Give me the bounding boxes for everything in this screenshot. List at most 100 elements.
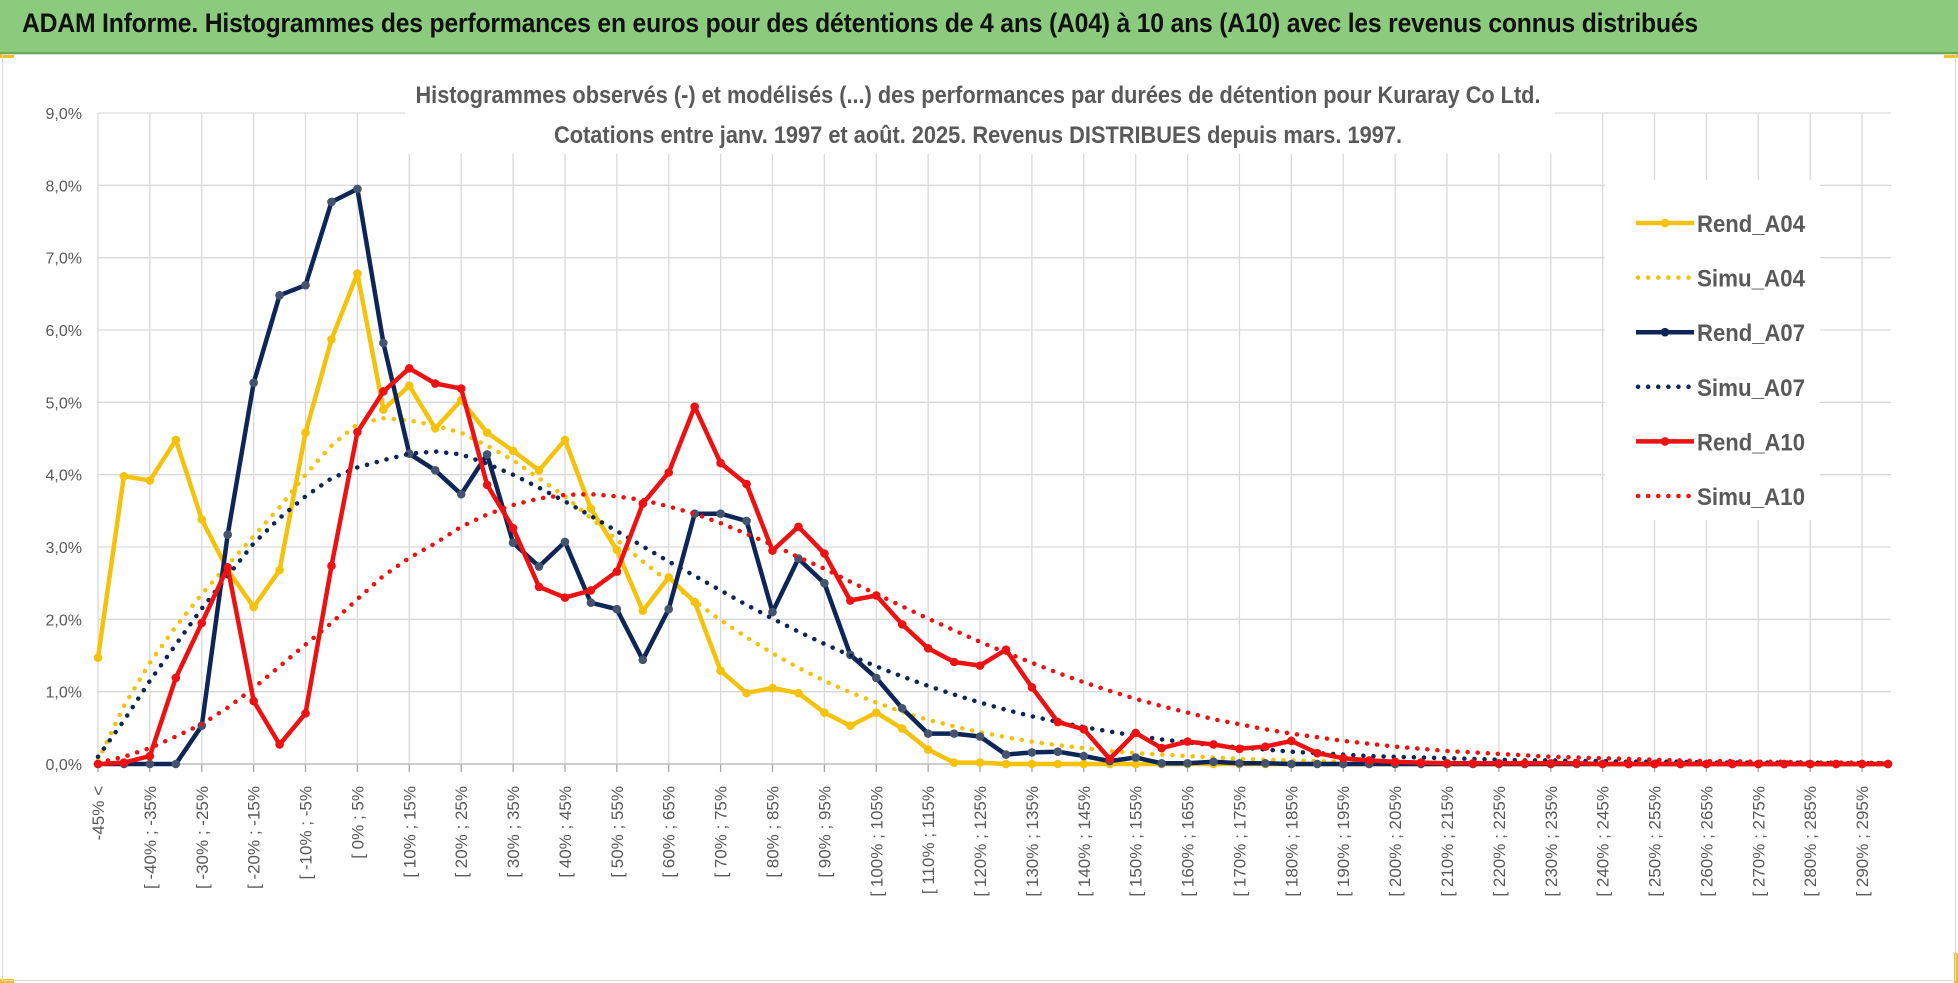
legend-item-Simu_A10: Simu_A10 <box>1635 484 1805 511</box>
data-point <box>742 688 751 698</box>
series-line <box>97 366 1888 767</box>
data-point <box>664 468 674 477</box>
x-tick-label: [ 280% ; 285% <box>1801 786 1820 897</box>
series-line <box>95 449 1891 766</box>
y-tick-label: 6,0% <box>46 323 82 340</box>
x-tick-label: [ 270% ; 275% <box>1749 786 1768 897</box>
x-tick-label: [ 30% ; 35% <box>504 786 523 878</box>
data-point <box>1312 748 1322 758</box>
data-point <box>897 620 907 629</box>
data-point <box>1079 724 1089 734</box>
data-point <box>846 596 855 605</box>
data-point <box>508 523 518 533</box>
data-point <box>1261 742 1270 751</box>
x-tick-label: [ 10% ; 15% <box>400 786 419 878</box>
data-point <box>664 604 674 614</box>
data-point <box>1546 758 1556 768</box>
data-point <box>379 405 388 414</box>
data-point <box>171 673 181 683</box>
data-point <box>171 759 181 769</box>
x-tick-label: [ 150% ; 155% <box>1127 786 1146 897</box>
data-point <box>1183 758 1192 768</box>
series-Simu_A07 <box>95 449 1891 766</box>
data-point <box>1494 758 1504 768</box>
y-tick-label: 5,0% <box>46 395 82 412</box>
x-tick-label: -45% < <box>89 786 108 840</box>
data-point <box>145 759 155 769</box>
title-banner: ADAM Informe. Histogrammes des performan… <box>0 0 1958 54</box>
data-point <box>560 537 570 547</box>
data-point <box>379 338 388 348</box>
data-point <box>1364 756 1374 765</box>
data-point <box>249 696 258 706</box>
corner-accent-bottom-right <box>1954 953 1958 983</box>
data-point <box>1520 758 1530 768</box>
legend-label: Rend_A04 <box>1697 211 1806 238</box>
x-tick-label: [ 290% ; 295% <box>1853 786 1872 897</box>
data-point <box>275 290 284 300</box>
data-point <box>1468 758 1478 768</box>
data-point <box>327 335 336 344</box>
x-tick-label: [ -20% ; -15% <box>245 786 264 889</box>
data-point <box>1831 759 1841 769</box>
legend-marker <box>1660 218 1670 228</box>
series-Simu_A10 <box>95 491 1891 766</box>
data-point <box>1390 757 1400 767</box>
data-point <box>923 643 933 653</box>
x-tick-label: [ 60% ; 65% <box>660 786 679 878</box>
data-point <box>560 593 570 602</box>
series-line <box>95 491 1891 766</box>
data-point <box>197 618 207 628</box>
data-point <box>353 269 362 278</box>
data-point <box>586 586 596 595</box>
x-tick-label: [ 40% ; 45% <box>556 786 575 878</box>
data-point <box>1157 743 1166 753</box>
data-point <box>145 751 155 761</box>
data-point <box>742 516 751 526</box>
x-tick-label: [ 220% ; 225% <box>1490 786 1509 897</box>
data-point <box>405 364 414 373</box>
data-point <box>716 666 725 675</box>
data-point <box>430 379 440 388</box>
data-point <box>923 729 933 738</box>
data-point <box>690 402 699 411</box>
chart-title-background <box>405 74 1555 154</box>
data-point <box>301 428 310 438</box>
data-point <box>119 758 129 767</box>
data-point <box>1001 759 1011 769</box>
data-point <box>249 378 258 388</box>
data-point <box>119 471 129 481</box>
x-tick-label: [ 240% ; 245% <box>1594 786 1613 897</box>
x-axis-labels: -45% < [ -40% ; -35% [ -30% ; -25% [ -20% ;… <box>89 786 1872 897</box>
data-point <box>612 604 622 614</box>
data-point <box>1416 758 1426 767</box>
x-tick-label: [ 250% ; 255% <box>1646 786 1665 897</box>
data-point <box>379 387 388 396</box>
data-point <box>482 450 492 459</box>
x-tick-label: [ 100% ; 105% <box>867 786 886 897</box>
data-point <box>1883 759 1893 769</box>
x-tick-label: [ 80% ; 85% <box>763 786 782 878</box>
data-point <box>171 435 181 445</box>
data-point <box>794 522 803 532</box>
data-point <box>301 280 310 290</box>
data-point <box>1131 759 1140 769</box>
data-point <box>508 446 518 456</box>
x-tick-label: [ 180% ; 185% <box>1282 786 1301 897</box>
data-point <box>1312 759 1322 769</box>
data-point <box>768 607 777 617</box>
data-point <box>923 745 933 754</box>
data-point <box>820 549 829 558</box>
legend-marker <box>1660 327 1670 337</box>
legend-label: Simu_A07 <box>1697 375 1805 402</box>
data-point <box>1287 759 1296 769</box>
data-point <box>1209 740 1218 749</box>
data-point <box>820 578 829 588</box>
legend-background <box>1605 180 1820 520</box>
data-point <box>949 729 959 738</box>
series-lines <box>93 184 1893 769</box>
data-point <box>794 688 803 698</box>
data-point <box>1053 717 1063 727</box>
data-point <box>871 673 881 683</box>
